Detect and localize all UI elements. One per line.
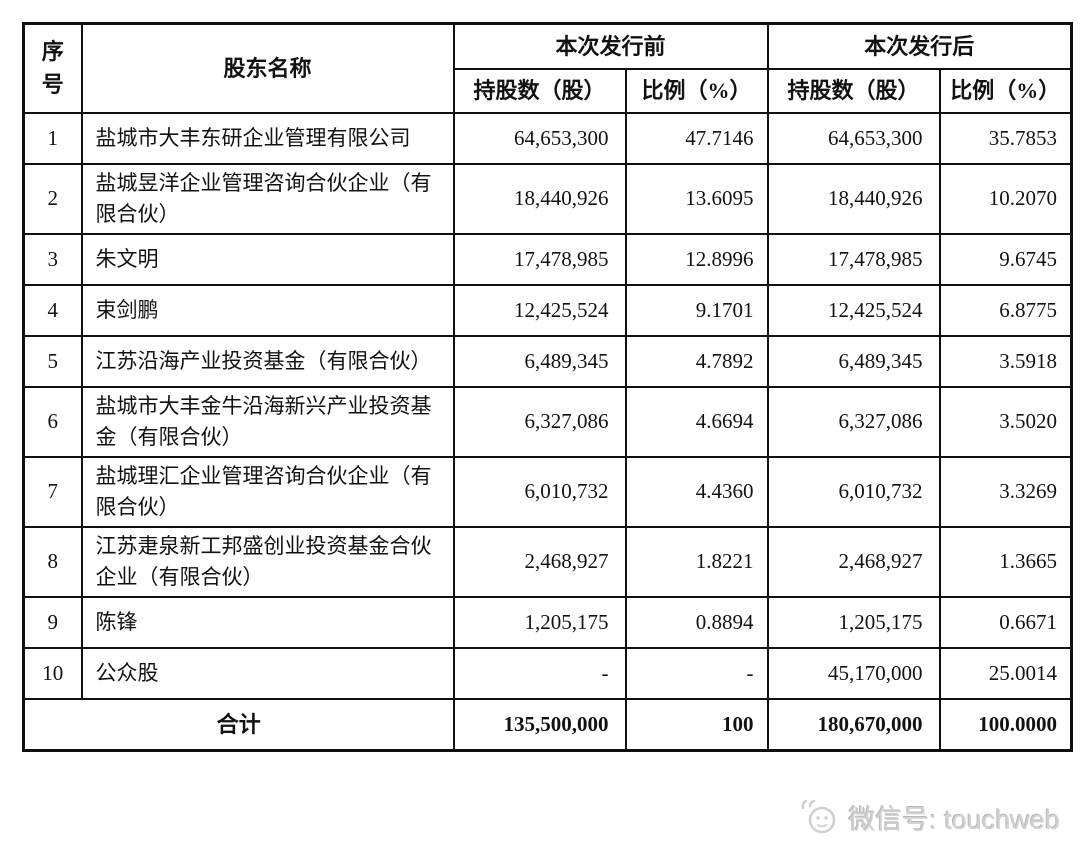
cell-shares-before: 6,489,345 xyxy=(452,334,627,388)
cell-shareholder-name: 盐城市大丰金牛沿海新兴产业投资基金（有限合伙） xyxy=(80,385,455,458)
cell-shareholder-name: 江苏沿海产业投资基金（有限合伙） xyxy=(80,334,455,388)
cell-shares-before: 12,425,524 xyxy=(452,283,627,337)
total-ratio-after: 100.0000 xyxy=(938,697,1073,751)
col-header-shares-before: 持股数（股） xyxy=(452,67,627,114)
cell-shares-before: - xyxy=(452,646,627,700)
cell-ratio-after: 6.8775 xyxy=(938,283,1073,337)
cell-index: 2 xyxy=(22,162,83,235)
watermark-text: 微信号: touchweb xyxy=(848,804,1060,835)
table-row: 3 朱文明 17,478,985 12.8996 17,478,985 9.67… xyxy=(22,232,1073,286)
cell-ratio-before: 12.8996 xyxy=(624,232,769,286)
col-group-before-offering: 本次发行前 xyxy=(452,22,769,70)
col-header-shareholder-name: 股东名称 xyxy=(80,22,455,114)
cell-ratio-after: 10.2070 xyxy=(938,162,1073,235)
cell-index: 3 xyxy=(22,232,83,286)
cell-index: 7 xyxy=(22,455,83,528)
cell-index: 6 xyxy=(22,385,83,458)
cell-ratio-after: 25.0014 xyxy=(938,646,1073,700)
total-shares-after: 180,670,000 xyxy=(766,697,941,751)
cell-shares-before: 18,440,926 xyxy=(452,162,627,235)
table-row: 10 公众股 - - 45,170,000 25.0014 xyxy=(22,646,1073,700)
cell-ratio-after: 3.5918 xyxy=(938,334,1073,388)
cell-shareholder-name: 公众股 xyxy=(80,646,455,700)
cell-shares-before: 6,010,732 xyxy=(452,455,627,528)
cell-ratio-before: 47.7146 xyxy=(624,111,769,165)
cell-shares-after: 6,010,732 xyxy=(766,455,941,528)
cell-ratio-before: 13.6095 xyxy=(624,162,769,235)
table-row: 7 盐城理汇企业管理咨询合伙企业（有限合伙） 6,010,732 4.4360 … xyxy=(22,455,1073,528)
cell-ratio-after: 0.6671 xyxy=(938,595,1073,649)
cell-shares-after: 64,653,300 xyxy=(766,111,941,165)
table-row: 1 盐城市大丰东研企业管理有限公司 64,653,300 47.7146 64,… xyxy=(22,111,1073,165)
cell-ratio-before: 4.6694 xyxy=(624,385,769,458)
cell-shareholder-name: 盐城理汇企业管理咨询合伙企业（有限合伙） xyxy=(80,455,455,528)
table-row: 5 江苏沿海产业投资基金（有限合伙） 6,489,345 4.7892 6,48… xyxy=(22,334,1073,388)
cell-index: 8 xyxy=(22,525,83,598)
col-group-after-offering: 本次发行后 xyxy=(766,22,1073,70)
table-row: 9 陈锋 1,205,175 0.8894 1,205,175 0.6671 xyxy=(22,595,1073,649)
cell-shares-after: 18,440,926 xyxy=(766,162,941,235)
cell-shares-after: 45,170,000 xyxy=(766,646,941,700)
cell-shareholder-name: 盐城市大丰东研企业管理有限公司 xyxy=(80,111,455,165)
cell-ratio-after: 1.3665 xyxy=(938,525,1073,598)
cell-ratio-before: - xyxy=(624,646,769,700)
table-row: 8 江苏疌泉新工邦盛创业投资基金合伙企业（有限合伙） 2,468,927 1.8… xyxy=(22,525,1073,598)
col-header-index: 序号 xyxy=(22,22,83,114)
col-header-index-label: 序号 xyxy=(41,39,64,98)
table-body: 1 盐城市大丰东研企业管理有限公司 64,653,300 47.7146 64,… xyxy=(22,111,1073,700)
total-label: 合计 xyxy=(22,697,455,751)
table-row: 6 盐城市大丰金牛沿海新兴产业投资基金（有限合伙） 6,327,086 4.66… xyxy=(22,385,1073,458)
cell-ratio-after: 3.5020 xyxy=(938,385,1073,458)
col-header-shares-after: 持股数（股） xyxy=(766,67,941,114)
cell-shares-after: 6,489,345 xyxy=(766,334,941,388)
cell-index: 9 xyxy=(22,595,83,649)
table-row: 2 盐城昱洋企业管理咨询合伙企业（有限合伙） 18,440,926 13.609… xyxy=(22,162,1073,235)
cell-index: 4 xyxy=(22,283,83,337)
cell-ratio-before: 9.1701 xyxy=(624,283,769,337)
cell-shareholder-name: 盐城昱洋企业管理咨询合伙企业（有限合伙） xyxy=(80,162,455,235)
cell-shares-before: 17,478,985 xyxy=(452,232,627,286)
cell-shares-after: 17,478,985 xyxy=(766,232,941,286)
cell-shares-after: 2,468,927 xyxy=(766,525,941,598)
touchweb-logo-icon xyxy=(801,799,836,834)
cell-shares-before: 1,205,175 xyxy=(452,595,627,649)
cell-ratio-before: 4.7892 xyxy=(624,334,769,388)
cell-shares-before: 2,468,927 xyxy=(452,525,627,598)
cell-index: 1 xyxy=(22,111,83,165)
cell-shares-after: 6,327,086 xyxy=(766,385,941,458)
total-row: 合计 135,500,000 100 180,670,000 100.0000 xyxy=(22,697,1073,751)
cell-ratio-after: 35.7853 xyxy=(938,111,1073,165)
cell-shareholder-name: 束剑鹏 xyxy=(80,283,455,337)
total-shares-before: 135,500,000 xyxy=(452,697,627,751)
cell-shares-after: 12,425,524 xyxy=(766,283,941,337)
cell-ratio-before: 0.8894 xyxy=(624,595,769,649)
cell-shares-after: 1,205,175 xyxy=(766,595,941,649)
cell-index: 5 xyxy=(22,334,83,388)
cell-shares-before: 6,327,086 xyxy=(452,385,627,458)
cell-ratio-after: 3.3269 xyxy=(938,455,1073,528)
watermark: 微信号: touchweb xyxy=(798,794,1060,840)
cell-shareholder-name: 江苏疌泉新工邦盛创业投资基金合伙企业（有限合伙） xyxy=(80,525,455,598)
cell-shareholder-name: 朱文明 xyxy=(80,232,455,286)
cell-shares-before: 64,653,300 xyxy=(452,111,627,165)
cell-ratio-after: 9.6745 xyxy=(938,232,1073,286)
cell-ratio-before: 1.8221 xyxy=(624,525,769,598)
col-header-ratio-before: 比例（%） xyxy=(624,67,769,114)
cell-index: 10 xyxy=(22,646,83,700)
total-ratio-before: 100 xyxy=(624,697,769,751)
cell-ratio-before: 4.4360 xyxy=(624,455,769,528)
shareholder-table: 序号 股东名称 本次发行前 本次发行后 持股数（股） 比例（%） 持股数（股） … xyxy=(22,22,1074,752)
table-row: 4 束剑鹏 12,425,524 9.1701 12,425,524 6.877… xyxy=(22,283,1073,337)
col-header-ratio-after: 比例（%） xyxy=(938,67,1073,114)
cell-shareholder-name: 陈锋 xyxy=(80,595,455,649)
